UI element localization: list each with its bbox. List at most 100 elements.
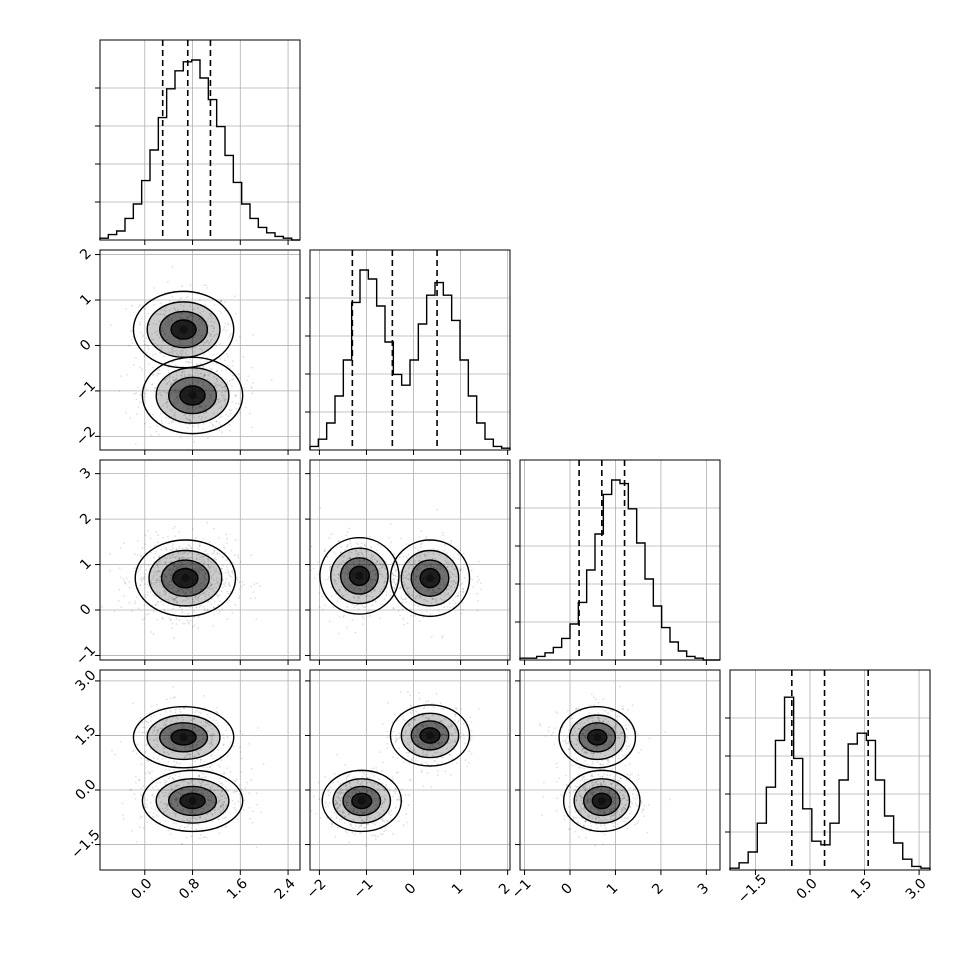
scatter-point	[252, 810, 254, 812]
scatter-point	[137, 554, 139, 556]
scatter-point	[243, 584, 245, 586]
scatter-point	[236, 818, 238, 820]
scatter-point	[191, 835, 193, 837]
scatter-point	[206, 837, 208, 839]
scatter-point	[177, 471, 179, 473]
scatter-point	[251, 768, 253, 770]
scatter-point	[195, 537, 197, 539]
scatter-point	[238, 595, 240, 597]
scatter-point	[251, 367, 253, 369]
scatter-point	[476, 593, 478, 595]
scatter-point	[235, 539, 237, 541]
scatter-point	[252, 382, 254, 384]
scatter-point	[235, 313, 237, 315]
scatter-point	[242, 733, 244, 735]
scatter-point	[150, 434, 152, 436]
scatter-point	[400, 537, 402, 539]
scatter-point	[219, 766, 221, 768]
scatter-point	[317, 573, 319, 575]
scatter-point	[407, 691, 409, 693]
scatter-point	[216, 711, 218, 713]
scatter-point	[471, 737, 473, 739]
scatter-point	[150, 538, 152, 540]
scatter-point	[339, 616, 341, 618]
scatter-point	[229, 430, 231, 432]
scatter-point	[402, 800, 404, 802]
scatter-point	[382, 762, 384, 764]
scatter-point	[380, 833, 382, 835]
scatter-point	[151, 778, 153, 780]
scatter-point	[239, 378, 241, 380]
scatter-point	[221, 431, 223, 433]
density-peak	[189, 391, 197, 399]
scatter-point	[234, 295, 236, 297]
scatter-point	[545, 735, 547, 737]
scatter-point	[649, 738, 651, 740]
scatter-point	[355, 632, 357, 634]
scatter-point	[110, 324, 112, 326]
scatter-point	[101, 606, 103, 608]
scatter-point	[255, 597, 257, 599]
scatter-point	[238, 373, 240, 375]
scatter-point	[381, 770, 383, 772]
scatter-point	[245, 407, 247, 409]
scatter-point	[243, 809, 245, 811]
scatter-point	[134, 393, 136, 395]
scatter-point	[226, 767, 228, 769]
scatter-point	[135, 357, 137, 359]
scatter-point	[310, 810, 312, 812]
scatter-point	[240, 788, 242, 790]
scatter-point	[632, 704, 634, 706]
scatter-point	[539, 723, 541, 725]
scatter-point	[319, 507, 321, 509]
scatter-point	[149, 773, 151, 775]
scatter-point	[407, 622, 409, 624]
scatter-point	[147, 530, 149, 532]
scatter-point	[250, 554, 252, 556]
scatter-point	[420, 530, 422, 532]
scatter-point	[419, 698, 421, 700]
scatter-point	[204, 836, 206, 838]
scatter-point	[406, 822, 408, 824]
scatter-point	[336, 754, 338, 756]
scatter-point	[114, 611, 116, 613]
hist-panel-2	[305, 250, 510, 455]
scatter-point	[204, 707, 206, 709]
scatter-point	[393, 553, 395, 555]
scatter-point	[219, 610, 221, 612]
scatter-point	[425, 538, 427, 540]
scatter-point	[170, 698, 172, 700]
scatter-point	[147, 822, 149, 824]
scatter-point	[468, 762, 470, 764]
scatter-point	[181, 286, 183, 288]
scatter-point	[132, 703, 134, 705]
scatter-point	[410, 615, 412, 617]
scatter-point	[153, 611, 155, 613]
scatter-point	[318, 782, 320, 784]
scatter-point	[124, 581, 126, 583]
scatter-point	[428, 700, 430, 702]
scatter-point	[414, 615, 416, 617]
scatter-point	[319, 606, 321, 608]
scatter-point	[141, 816, 143, 818]
scatter-point	[372, 768, 374, 770]
scatter-point	[238, 581, 240, 583]
scatter-point	[442, 534, 444, 536]
scatter-point	[227, 365, 229, 367]
scatter-point	[248, 792, 250, 794]
scatter-point	[133, 364, 135, 366]
scatter-point	[292, 535, 294, 537]
histogram-step-4	[730, 697, 930, 870]
scatter-point	[614, 767, 616, 769]
density-peak	[358, 797, 366, 805]
scatter-point	[322, 609, 324, 611]
scatter-point	[352, 619, 354, 621]
scatter-point	[169, 769, 171, 771]
scatter-point	[256, 804, 258, 806]
scatter-point	[344, 764, 346, 766]
scatter-point	[456, 708, 458, 710]
scatter-point	[139, 717, 141, 719]
scatter-point	[249, 413, 251, 415]
scatter-point	[373, 834, 375, 836]
scatter-point	[263, 763, 265, 765]
